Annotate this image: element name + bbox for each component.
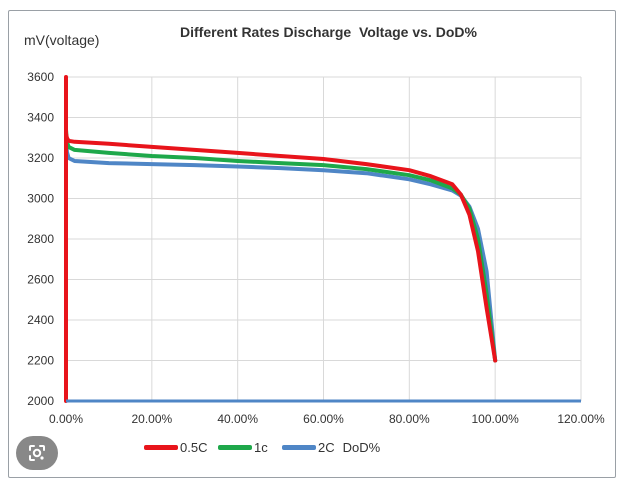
x-tick-label: 40.00% xyxy=(217,412,258,426)
legend-swatch-2c xyxy=(282,445,316,450)
y-tick-label: 2400 xyxy=(27,313,54,327)
legend-swatch-1c xyxy=(218,445,252,450)
y-tick-label: 2200 xyxy=(27,354,54,368)
x-tick-label: 100.00% xyxy=(471,412,519,426)
y-tick-label: 3000 xyxy=(27,192,54,206)
legend-label-0-5c: 0.5C xyxy=(180,440,208,455)
y-tick-label: 3600 xyxy=(27,70,54,84)
google-lens-icon[interactable] xyxy=(16,436,58,470)
y-tick-label: 3200 xyxy=(27,151,54,165)
legend-label-1c: 1c xyxy=(254,440,268,455)
x-axis-label: DoD% xyxy=(342,440,381,455)
x-tick-label: 120.00% xyxy=(557,412,605,426)
x-tick-label: 20.00% xyxy=(131,412,172,426)
x-tick-label: 80.00% xyxy=(389,412,430,426)
y-tick-label: 3400 xyxy=(27,111,54,125)
y-axis-label: mV(voltage) xyxy=(24,32,100,48)
y-tick-label: 2000 xyxy=(27,394,54,408)
legend-item-1c: 1c xyxy=(218,440,268,455)
chart-title: Different Rates Discharge Voltage vs. Do… xyxy=(180,24,477,40)
series-line-0-5c xyxy=(64,75,498,403)
x-tick-label: 60.00% xyxy=(303,412,344,426)
legend-item-0-5c: 0.5C xyxy=(144,440,207,455)
legend-swatch-0-5c xyxy=(144,445,178,450)
legend-label-2c: 2C xyxy=(318,440,335,455)
legend-item-2c: 2C DoD% xyxy=(282,440,380,455)
lens-glyph xyxy=(29,445,45,461)
y-tick-label: 2800 xyxy=(27,232,54,246)
series-line-1c xyxy=(64,127,498,363)
y-tick-label: 2600 xyxy=(27,273,54,287)
x-tick-label: 0.00% xyxy=(49,412,83,426)
